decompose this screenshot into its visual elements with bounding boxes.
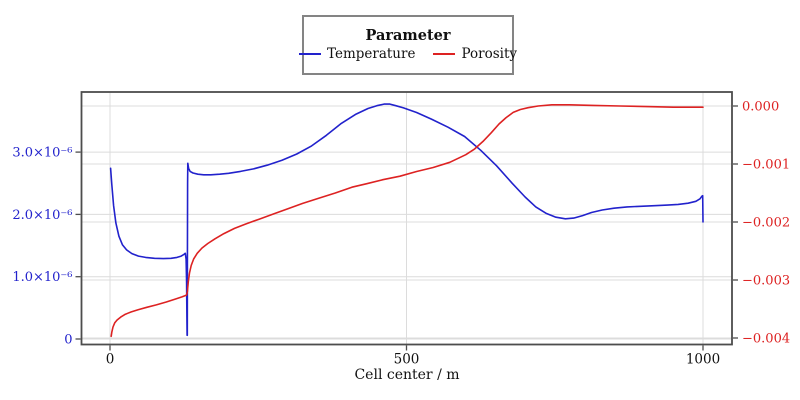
legend-label-porosity: Porosity: [461, 46, 517, 63]
svg-text:−0.001: −0.001: [742, 158, 790, 173]
x-axis-label: Cell center / m: [354, 367, 460, 383]
svg-text:0.000: 0.000: [742, 100, 779, 115]
legend-box: Parameter Temperature Porosity: [299, 15, 517, 75]
svg-text:3.0×10⁻⁶: 3.0×10⁻⁶: [12, 146, 72, 161]
svg-text:0: 0: [106, 352, 115, 368]
svg-text:500: 500: [394, 352, 420, 368]
legend-title: Parameter: [365, 26, 451, 44]
svg-text:−0.002: −0.002: [742, 216, 790, 231]
svg-text:−0.004: −0.004: [742, 332, 790, 347]
legend-entry-temperature: Temperature: [299, 46, 415, 62]
svg-text:2.0×10⁻⁶: 2.0×10⁻⁶: [12, 208, 72, 223]
legend-entries: Temperature Porosity: [299, 46, 517, 62]
svg-text:0: 0: [64, 333, 72, 348]
svg-text:1000: 1000: [686, 352, 720, 368]
temperature-line-swatch: [299, 53, 321, 56]
porosity-line-swatch: [433, 53, 456, 56]
svg-text:−0.003: −0.003: [742, 274, 790, 289]
svg-text:1.0×10⁻⁶: 1.0×10⁻⁶: [12, 270, 72, 285]
legend-entry-porosity: Porosity: [433, 46, 517, 62]
legend-label-temperature: Temperature: [327, 46, 416, 63]
